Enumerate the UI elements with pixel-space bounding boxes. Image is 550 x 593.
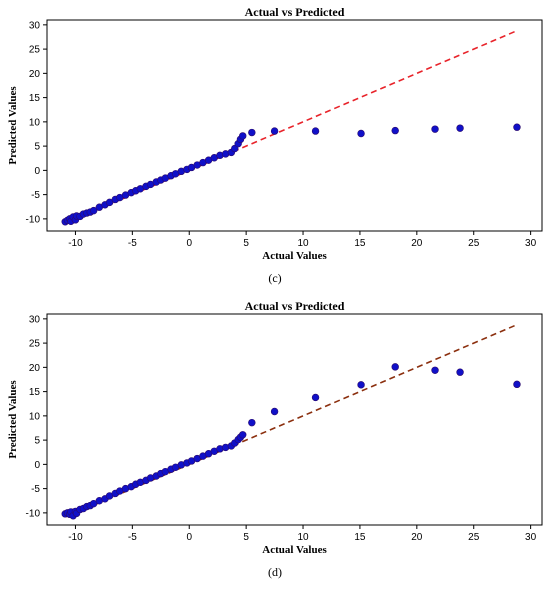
y-tick-label: 0 [34,166,40,177]
y-axis-label: Predicted Values [7,380,19,459]
data-point [357,381,365,389]
y-axis-label: Predicted Values [7,86,19,165]
x-tick-label: 5 [243,532,249,543]
x-axis-label: Actual Values [262,250,327,262]
y-tick-label: 10 [29,411,41,422]
x-tick-label: -10 [68,532,83,543]
data-point [513,380,521,389]
y-tick-label: 15 [29,387,41,398]
chart-title: Actual vs Predicted [245,299,345,313]
figure-caption: (d) [268,565,282,579]
data-point [431,366,439,374]
y-tick-label: 15 [29,93,41,104]
data-point [89,206,98,215]
y-tick-label: 25 [29,45,41,56]
x-tick-label: 15 [354,238,366,249]
data-point [89,499,98,508]
chart-title: Actual vs Predicted [245,5,345,19]
y-tick-label: 20 [29,363,41,374]
y-tick-label: -5 [31,190,40,201]
x-tick-label: 10 [297,238,309,249]
chart-panel-d: Actual vs Predicted -10 -5 0 5 10 15 20 25 30-10… [7,299,543,579]
data-points [61,363,521,520]
data-point [270,127,279,135]
x-tick-label: 25 [468,532,480,543]
y-tick-label: 20 [29,69,41,80]
figure-caption: (c) [268,271,281,285]
data-point [105,198,114,207]
data-point [431,125,439,133]
plot-area-frame [46,19,543,232]
data-point [270,407,279,416]
x-tick-label: -5 [128,238,137,249]
y-tick-label: -10 [26,214,41,225]
data-point [239,132,247,140]
x-axis-label: Actual Values [262,544,327,556]
y-tick-label: -10 [26,508,41,519]
plot-area-frame [46,313,543,526]
x-tick-label: 10 [297,532,309,543]
data-point [391,363,399,371]
axes: -10 -5 0 5 10 15 20 25 30 -10 -5 0 5 10 15 20 25 30 [26,20,537,249]
y-tick-label: 5 [34,436,40,447]
data-point [456,124,464,132]
y-tick-label: 30 [29,20,41,31]
x-tick-label: 0 [186,238,192,249]
chart-panel-c: Actual vs Predicted -10 -5 0 5 10 15 20 25 30-10… [7,5,543,285]
x-tick-label: -5 [128,532,137,543]
axes: -10 -5 0 5 10 15 20 25 30 -10 -5 0 5 10 15 20 25 30 [26,314,537,543]
data-points [61,123,521,226]
data-point [248,128,256,137]
data-point [513,123,521,131]
y-tick-label: 5 [34,142,40,153]
data-point [311,393,320,402]
data-point [248,418,256,427]
y-tick-label: 0 [34,460,40,471]
y-tick-label: 30 [29,314,41,325]
x-tick-label: 0 [186,532,192,543]
y-tick-label: 25 [29,339,41,350]
x-tick-label: 20 [411,238,423,249]
x-tick-label: 30 [525,238,537,249]
x-tick-label: 25 [468,238,480,249]
data-point [391,126,399,135]
x-tick-label: 30 [525,532,537,543]
data-point [239,431,247,439]
x-tick-label: 20 [411,532,423,543]
x-tick-label: -10 [68,238,83,249]
y-tick-label: 10 [29,117,41,128]
data-point [456,368,464,376]
data-point [357,129,365,138]
y-tick-label: -5 [31,484,40,495]
x-tick-label: 5 [243,238,249,249]
x-tick-label: 15 [354,532,366,543]
data-point [311,127,320,135]
